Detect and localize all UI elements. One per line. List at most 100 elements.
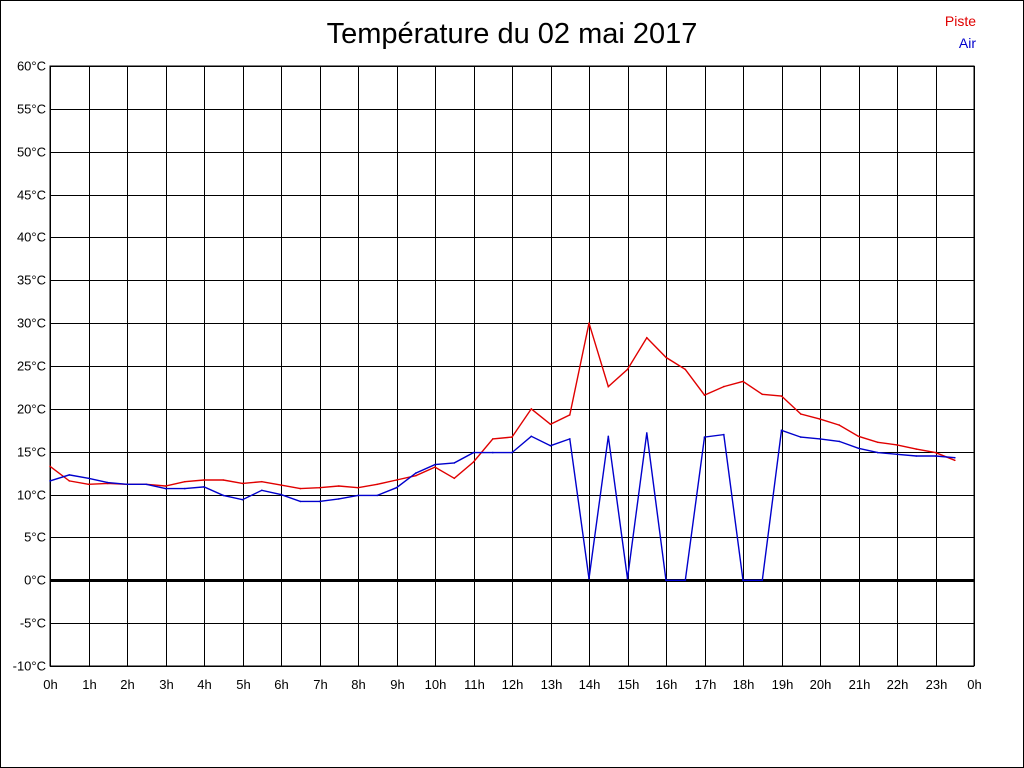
data-point-air — [588, 577, 590, 580]
data-point-air — [338, 498, 340, 500]
data-point-air — [261, 489, 263, 492]
y-tick-label: 15°C — [17, 445, 46, 460]
x-tick-label: 9h — [390, 677, 404, 692]
data-point-piste — [299, 487, 302, 490]
data-point-air — [126, 483, 128, 486]
data-point-piste — [723, 385, 725, 388]
data-point-air — [819, 438, 821, 440]
data-point-air — [511, 451, 513, 454]
data-point-piste — [819, 418, 821, 420]
data-point-piste — [646, 336, 648, 339]
x-tick-label: 23h — [926, 677, 948, 692]
y-tick-label: 45°C — [17, 188, 46, 203]
data-point-piste — [87, 483, 90, 486]
x-tick-label: 14h — [579, 677, 601, 692]
data-point-piste — [934, 451, 937, 454]
series-line-air — [49, 429, 955, 581]
data-point-air — [107, 481, 109, 484]
data-point-air — [357, 494, 359, 497]
data-point-air — [280, 493, 282, 496]
x-tick-label: 16h — [656, 677, 678, 692]
data-point-air — [761, 579, 764, 582]
data-point-piste — [665, 356, 667, 359]
data-point-air — [203, 486, 205, 488]
y-tick-label: 55°C — [17, 102, 46, 117]
data-point-piste — [434, 466, 436, 468]
data-point-air — [896, 453, 898, 456]
x-tick-label: 0h — [43, 677, 57, 692]
data-point-piste — [761, 393, 764, 396]
data-point-air — [530, 435, 533, 438]
data-point-air — [415, 472, 417, 474]
x-tick-label: 22h — [887, 677, 909, 692]
y-tick-label: 60°C — [17, 59, 46, 74]
data-point-piste — [280, 484, 282, 486]
data-point-piste — [838, 424, 841, 426]
data-point-piste — [68, 480, 71, 482]
x-tick-label: 4h — [197, 677, 211, 692]
data-point-air — [703, 436, 706, 438]
data-point-piste — [915, 448, 918, 450]
data-point-piste — [896, 444, 898, 446]
data-point-piste — [569, 414, 571, 416]
data-point-piste — [703, 394, 706, 396]
x-tick-label: 19h — [772, 677, 794, 692]
x-tick-label: 5h — [236, 677, 250, 692]
data-point-piste — [684, 368, 687, 371]
x-tick-label: 18h — [733, 677, 755, 692]
x-tick-label: 13h — [541, 677, 563, 692]
data-point-piste — [49, 465, 51, 468]
data-point-piste — [954, 459, 956, 462]
x-tick-label: 6h — [274, 677, 288, 692]
data-point-piste — [184, 480, 186, 483]
data-point-piste — [877, 441, 879, 444]
data-point-piste — [164, 485, 167, 487]
data-point-piste — [376, 483, 379, 486]
x-tick-label: 20h — [810, 677, 832, 692]
data-point-air — [164, 487, 167, 490]
data-point-piste — [588, 322, 590, 324]
x-tick-label: 17h — [695, 677, 717, 692]
data-point-air — [492, 451, 494, 454]
data-point-air — [607, 435, 610, 438]
x-tick-label: 3h — [159, 677, 173, 692]
data-point-air — [665, 579, 667, 582]
y-tick-label: 10°C — [17, 488, 46, 503]
data-point-air — [87, 477, 90, 480]
y-tick-label: 50°C — [17, 145, 46, 160]
data-point-air — [954, 456, 956, 459]
y-tick-label: 35°C — [17, 273, 46, 288]
y-tick-label: 20°C — [17, 402, 46, 417]
data-point-air — [684, 579, 687, 582]
data-point-air — [934, 455, 937, 457]
data-point-piste — [472, 461, 475, 463]
data-point-air — [646, 432, 648, 434]
data-point-air — [472, 451, 475, 454]
data-point-air — [742, 579, 744, 582]
data-point-piste — [222, 479, 225, 481]
x-tick-label: 1h — [82, 677, 96, 692]
data-point-air — [299, 500, 302, 503]
legend-entry-air: Air — [958, 35, 976, 51]
x-tick-label: 10h — [425, 677, 447, 692]
data-point-air — [434, 463, 436, 466]
x-tick-label: 11h — [464, 677, 485, 692]
data-point-air — [780, 429, 783, 432]
data-point-piste — [261, 480, 263, 483]
data-point-air — [800, 436, 802, 438]
x-tick-label: 15h — [618, 677, 640, 692]
data-point-air — [241, 498, 244, 501]
data-point-air — [222, 494, 225, 497]
data-point-air — [49, 480, 51, 482]
data-point-air — [877, 451, 879, 454]
x-tick-label: 2h — [120, 677, 134, 692]
data-point-air — [395, 486, 398, 489]
data-point-piste — [530, 408, 533, 410]
data-point-piste — [357, 486, 359, 489]
y-tick-label: 25°C — [17, 359, 46, 374]
x-tick-label: 7h — [313, 677, 327, 692]
x-tick-label: 8h — [351, 677, 365, 692]
data-point-piste — [492, 438, 494, 440]
data-point-piste — [800, 413, 802, 415]
